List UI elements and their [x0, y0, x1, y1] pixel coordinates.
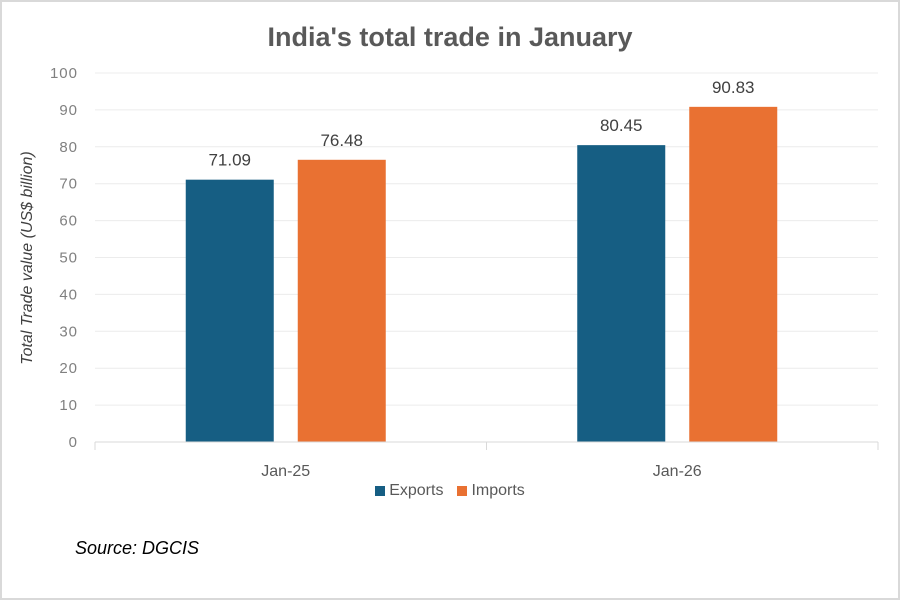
y-tick-label: 30	[59, 323, 78, 340]
bar-exports	[185, 179, 274, 442]
y-tick-label: 0	[69, 434, 78, 451]
y-tick-label: 70	[59, 176, 78, 193]
y-tick-label: 40	[59, 286, 78, 303]
x-tick-label: Jan-26	[653, 463, 702, 480]
bar-imports	[689, 106, 778, 442]
data-label: 71.09	[208, 151, 251, 170]
data-label: 76.48	[320, 131, 363, 150]
bar-imports	[297, 159, 386, 442]
legend: Exports Imports	[0, 482, 900, 500]
data-label: 80.45	[600, 116, 643, 135]
legend-swatch-exports	[375, 486, 386, 496]
legend-label-exports: Exports	[389, 482, 444, 499]
legend-swatch-imports	[457, 486, 468, 496]
chart-title: India's total trade in January	[267, 22, 633, 52]
y-tick-label: 90	[59, 102, 78, 119]
legend-item-imports: Imports	[457, 482, 525, 500]
x-tick-label: Jan-25	[261, 463, 310, 480]
y-tick-label: 20	[59, 360, 78, 377]
y-tick-label: 50	[59, 250, 78, 267]
y-tick-label: 100	[50, 65, 78, 82]
legend-item-exports: Exports	[375, 482, 443, 500]
bar-exports	[577, 145, 666, 442]
source-note: Source: DGCIS	[75, 538, 200, 558]
y-tick-label: 10	[59, 397, 78, 414]
y-tick-label: 80	[59, 139, 78, 156]
data-label: 90.83	[712, 78, 755, 97]
legend-label-imports: Imports	[471, 482, 525, 499]
y-tick-label: 60	[59, 213, 78, 230]
